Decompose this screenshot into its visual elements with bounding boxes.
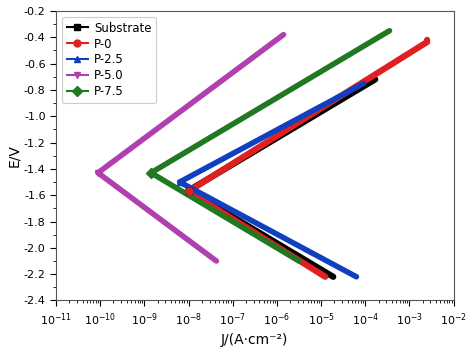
P-0 [422, 41, 428, 46]
Line: P-2.5: P-2.5 [180, 83, 364, 182]
P-2.5 [276, 126, 282, 131]
P-2.5 [361, 81, 366, 85]
P-2.5 [177, 180, 182, 184]
P-5.0 [183, 105, 189, 109]
P-0 [301, 117, 306, 121]
Substrate [275, 135, 281, 139]
P-5.0 [281, 33, 286, 37]
P-7.5 [344, 54, 349, 58]
Line: Substrate: Substrate [189, 79, 375, 190]
Legend: Substrate, P-0, P-2.5, P-5.0, P-7.5: Substrate, P-0, P-2.5, P-5.0, P-7.5 [62, 17, 156, 103]
Line: P-5.0: P-5.0 [98, 35, 283, 173]
P-0 [424, 38, 430, 42]
P-0 [384, 65, 390, 69]
Substrate [373, 77, 378, 81]
X-axis label: J/(A·cm⁻²): J/(A·cm⁻²) [221, 333, 289, 347]
Line: P-0: P-0 [189, 40, 427, 191]
Substrate [287, 128, 292, 132]
P-7.5 [277, 94, 283, 98]
P-0 [186, 189, 191, 193]
Substrate [186, 188, 191, 193]
P-5.0 [247, 57, 253, 62]
P-2.5 [265, 132, 271, 137]
Substrate [339, 97, 345, 102]
P-5.0 [276, 36, 282, 40]
Substrate [368, 80, 374, 84]
P-5.0 [206, 88, 211, 93]
P-7.5 [262, 103, 267, 107]
P-0 [330, 99, 336, 103]
P-0 [302, 116, 308, 121]
P-5.0 [196, 96, 201, 100]
P-2.5 [264, 133, 270, 137]
P-7.5 [290, 86, 296, 90]
P-7.5 [148, 171, 154, 175]
P-0 [317, 107, 322, 112]
P-2.5 [356, 84, 362, 88]
P-5.0 [95, 171, 101, 175]
P-2.5 [328, 99, 333, 103]
Substrate [297, 122, 302, 126]
Substrate [274, 136, 280, 140]
P-7.5 [381, 32, 387, 36]
P-5.0 [184, 104, 190, 108]
P-7.5 [387, 29, 392, 33]
Y-axis label: E/V: E/V [7, 144, 21, 167]
P-7.5 [263, 102, 269, 107]
P-2.5 [286, 121, 292, 125]
Line: P-7.5: P-7.5 [151, 31, 390, 173]
